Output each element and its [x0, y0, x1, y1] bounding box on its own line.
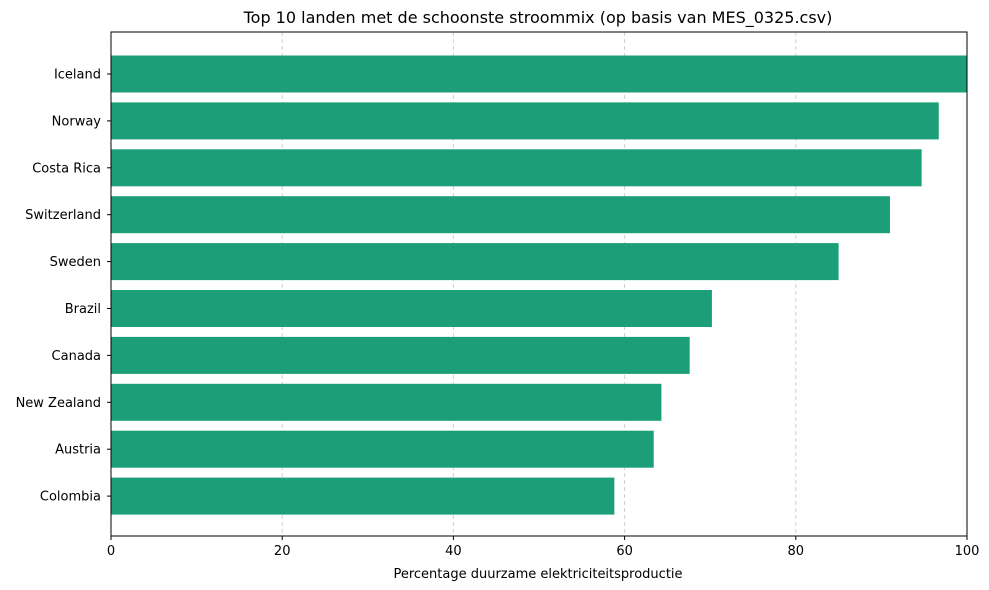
bar-canada	[111, 336, 690, 374]
x-axis-label: Percentage duurzame elektriciteitsproduc…	[393, 567, 682, 582]
bar-austria	[111, 430, 654, 468]
x-tick-label: 0	[107, 544, 115, 559]
bar-sweden	[111, 243, 839, 281]
x-ticks: 0 20 40 60 80 100	[107, 536, 980, 559]
y-tick-label: Brazil	[65, 302, 101, 317]
y-tick-label: Sweden	[50, 255, 101, 270]
x-tick-label: 80	[788, 544, 805, 559]
x-tick-label: 40	[445, 544, 462, 559]
y-tick-label: Norway	[52, 114, 102, 129]
y-tick-label: Austria	[55, 443, 101, 458]
y-tick-label: Costa Rica	[32, 161, 101, 176]
x-tick-label: 60	[616, 544, 633, 559]
bar-switzerland	[111, 196, 890, 234]
plot-frame	[110, 31, 968, 537]
x-tick-label: 100	[955, 544, 980, 559]
bar-norway	[111, 102, 939, 140]
bar-colombia	[111, 477, 615, 515]
bar-costa-rica	[111, 149, 922, 187]
y-tick-label: Switzerland	[25, 208, 101, 223]
y-tick-label: Colombia	[40, 490, 101, 505]
x-tick-label: 20	[274, 544, 291, 559]
bar-new-zealand	[111, 383, 662, 421]
bars	[111, 55, 967, 515]
y-tick-label: New Zealand	[16, 396, 101, 411]
bar-iceland	[111, 55, 967, 93]
y-tick-label: Canada	[52, 349, 101, 364]
y-ticks: Iceland Norway Costa Rica Switzerland Sweden…	[16, 68, 111, 505]
y-tick-label: Iceland	[54, 68, 101, 83]
chart-title: Top 10 landen met de schoonste stroommix…	[243, 8, 833, 28]
bar-brazil	[111, 290, 712, 327]
